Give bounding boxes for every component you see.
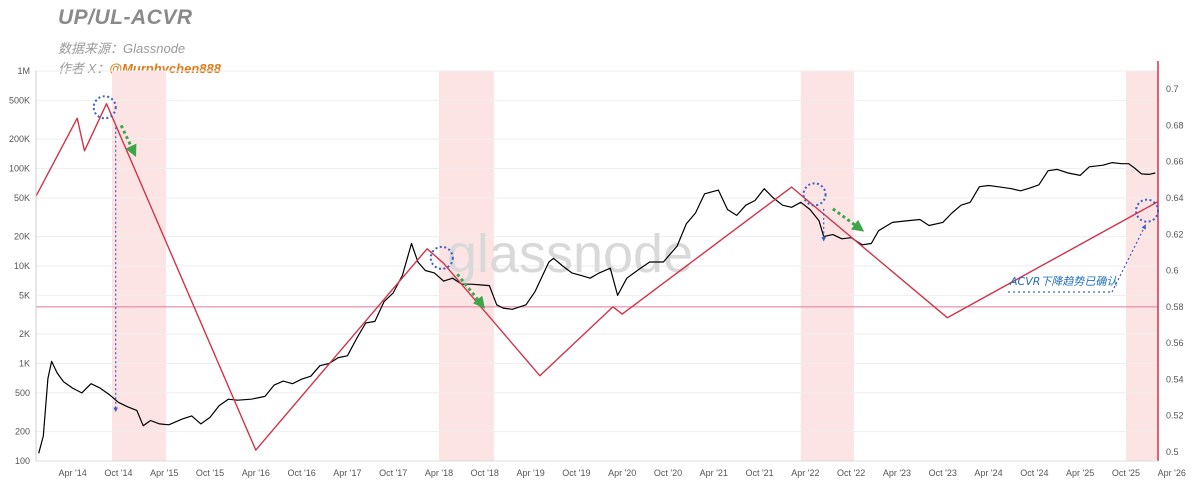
x-tick-label: Oct '22 [837,468,865,478]
x-tick-label: Oct '21 [745,468,773,478]
y-left-tick-label: 50K [14,193,30,203]
y-left-tick-label: 5K [19,290,30,300]
x-tick-label: Apr '23 [883,468,911,478]
dotted-circle-marker-1 [429,245,454,270]
acvr-series-line [35,103,1159,451]
y-left-tick-label: 100 [15,456,30,466]
dotted-circle-marker-3 [1135,198,1160,223]
y-right-tick-label: 0.6 [1166,266,1179,276]
y-right-tick-label: 0.66 [1166,157,1184,167]
y-right-tick-label: 0.5 [1166,447,1179,457]
x-tick-label: Apr '26 [1158,468,1186,478]
x-tick-label: Oct '20 [654,468,682,478]
y-left-tick-label: 200 [15,427,30,437]
x-tick-label: Apr '18 [425,468,453,478]
y-left-tick-label: 200K [9,134,30,144]
y-right-tick-label: 0.52 [1166,411,1184,421]
y-left-tick-label: 100K [9,164,30,174]
y-right-tick-label: 0.62 [1166,229,1184,239]
x-tick-label: Apr '14 [59,468,87,478]
y-right-tick-label: 0.64 [1166,193,1184,203]
author-prefix: 作者 X： [58,61,110,76]
y-left-tick-label: 10K [14,261,30,271]
y-left-tick-label: 1K [19,359,30,369]
y-left-tick-label: 500 [15,388,30,398]
x-tick-label: Oct '18 [471,468,499,478]
annotation-pointer-arrow [1111,224,1146,293]
x-tick-label: Oct '17 [379,468,407,478]
y-left-tick-label: 500K [9,95,30,105]
x-tick-label: Oct '23 [929,468,957,478]
annotation-text: ACVR下降趋势已确认 [1009,275,1117,288]
x-tick-label: Apr '22 [791,468,819,478]
x-tick-label: Apr '21 [700,468,728,478]
x-tick-label: Apr '25 [1066,468,1094,478]
dotted-circle-marker-2 [802,182,827,207]
watermark: glassnode [447,224,693,284]
x-tick-label: Oct '25 [1112,468,1140,478]
y-left-tick-label: 1M [17,66,30,76]
green-trend-arrow-0 [119,124,137,157]
x-tick-label: Apr '19 [516,468,544,478]
x-tick-label: Apr '16 [242,468,270,478]
data-source: 数据来源：Glassnode [58,41,186,56]
price-series-line [38,162,1156,454]
chart-title: UP/UL-ACVR [58,6,193,29]
y-left-tick-label: 20K [14,232,30,242]
x-tick-label: Oct '16 [287,468,315,478]
green-trend-arrow-1 [456,273,486,309]
y-right-tick-label: 0.58 [1166,302,1184,312]
x-tick-label: Apr '15 [150,468,178,478]
y-right-tick-label: 0.54 [1166,374,1184,384]
y-left-tick-label: 2K [19,329,30,339]
dotted-circle-marker-0 [92,95,117,120]
x-tick-label: Oct '14 [104,468,132,478]
x-tick-label: Oct '24 [1020,468,1048,478]
y-right-tick-label: 0.68 [1166,120,1184,130]
x-tick-label: Apr '17 [333,468,361,478]
x-tick-label: Oct '15 [196,468,224,478]
x-tick-label: Oct '19 [562,468,590,478]
y-right-tick-label: 0.56 [1166,338,1184,348]
x-tick-label: Apr '24 [974,468,1002,478]
x-tick-label: Apr '20 [608,468,636,478]
y-right-tick-label: 0.7 [1166,84,1179,94]
